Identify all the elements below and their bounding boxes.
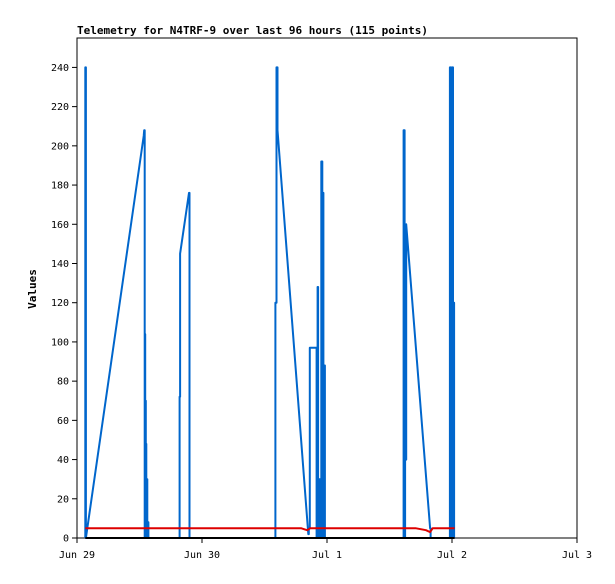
y-tick-label: 140 <box>51 259 69 270</box>
chart-title: Telemetry for N4TRF-9 over last 96 hours… <box>77 24 428 37</box>
y-tick-label: 0 <box>63 534 69 545</box>
y-tick-label: 240 <box>51 63 69 74</box>
y-tick-label: 20 <box>57 494 69 505</box>
plot-area: 0 20 40 60 80 100 120 140 160 180 200 220 240 Jun 29 J… <box>51 37 592 561</box>
y-axis-label: Values <box>26 269 39 309</box>
x-tick-label: Jun 30 <box>184 550 220 561</box>
y-tick-label: 40 <box>57 455 69 466</box>
y-tick-label: 60 <box>57 416 69 427</box>
y-tick-label: 80 <box>57 377 69 388</box>
y-tick-label: 120 <box>51 298 69 309</box>
series-line-1 <box>84 66 456 539</box>
x-tick-label: Jul 3 <box>562 550 592 561</box>
y-tick-label: 180 <box>51 181 69 192</box>
y-tick-label: 160 <box>51 220 69 231</box>
plot-frame <box>76 37 578 539</box>
y-tick-label: 100 <box>51 337 69 348</box>
series-line-2 <box>85 527 455 534</box>
x-tick-label: Jun 29 <box>59 550 95 561</box>
x-tick-label: Jul 2 <box>437 550 467 561</box>
y-tick-label: 220 <box>51 102 69 113</box>
y-tick-label: 200 <box>51 141 69 152</box>
x-tick-label: Jul 1 <box>312 550 342 561</box>
